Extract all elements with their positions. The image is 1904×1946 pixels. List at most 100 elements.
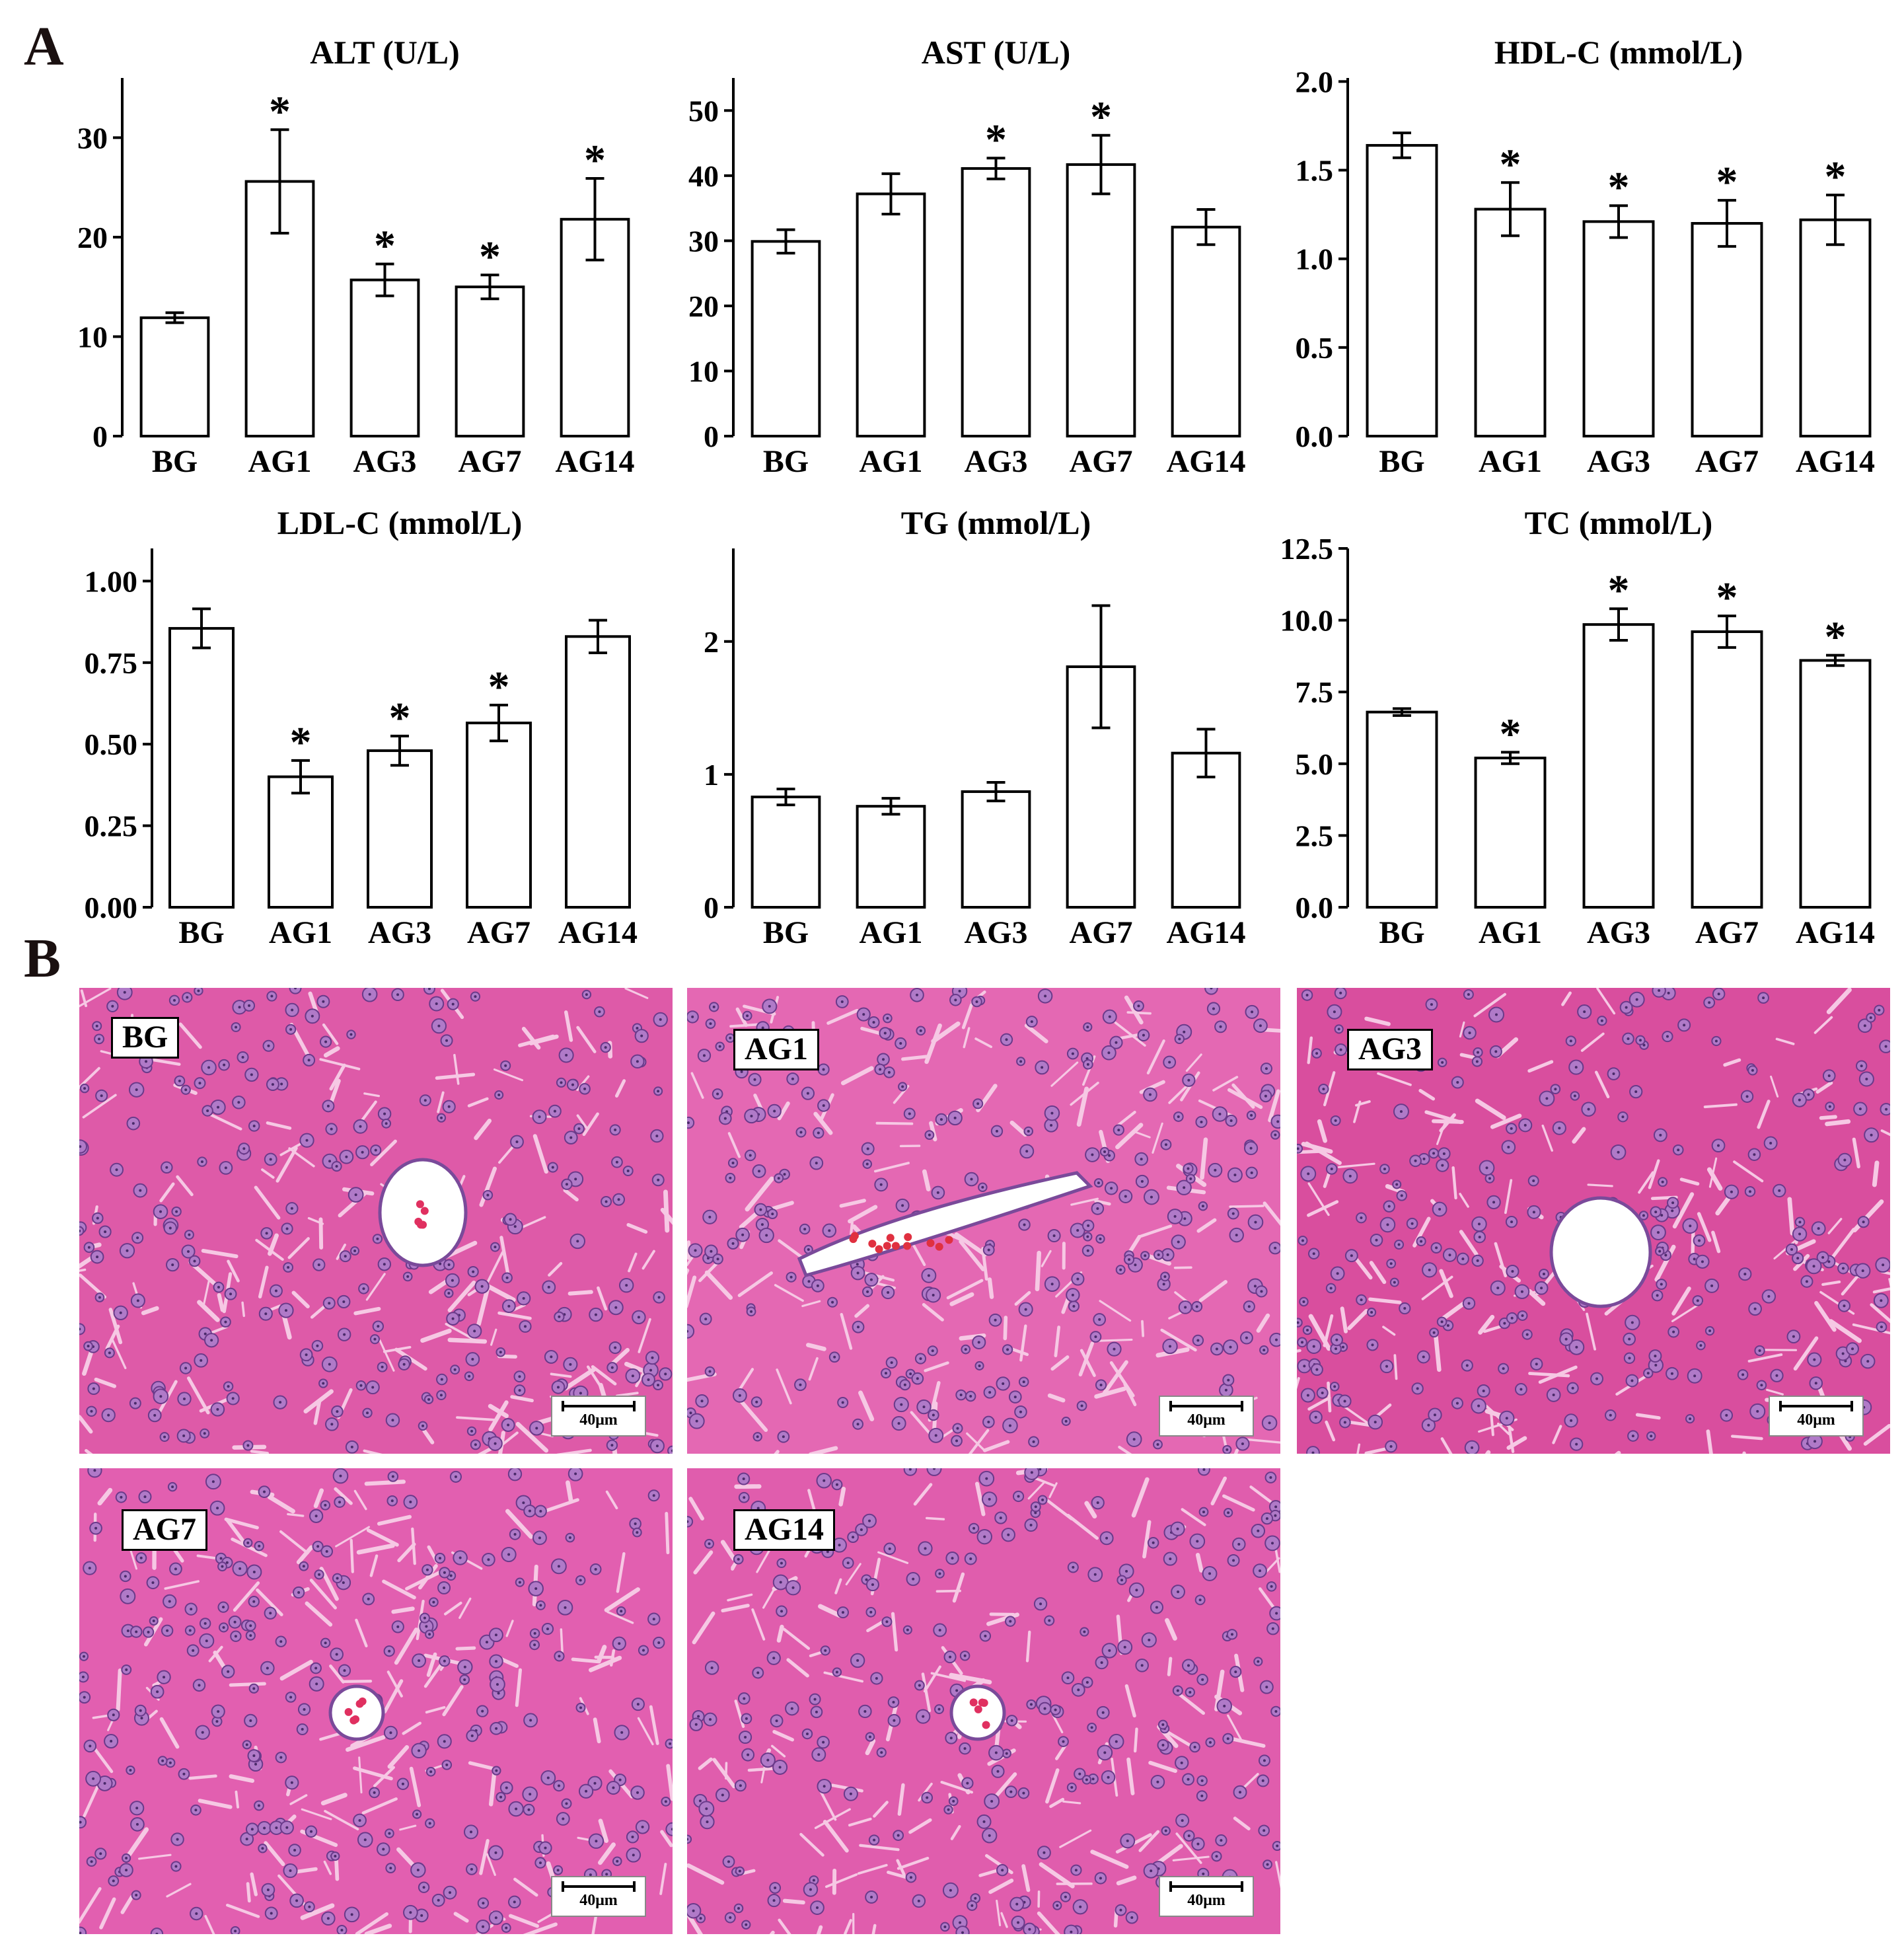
histology-image-ag1: AG1 40μm — [687, 988, 1280, 1454]
histology-image-ag3: AG3 40μm — [1297, 988, 1890, 1454]
bar — [565, 635, 631, 909]
x-tick-label: BG — [1379, 444, 1424, 479]
x-tick-label: AG3 — [1587, 915, 1650, 950]
bar — [1582, 220, 1655, 437]
significance-marker: * — [1825, 153, 1847, 201]
y-tick-label: 10.0 — [1280, 604, 1334, 638]
chart-title: HDL-C (mmol/L) — [1494, 34, 1743, 71]
significance-marker: * — [269, 87, 291, 135]
histology-label: AG7 — [122, 1509, 207, 1551]
y-tick-label: 30 — [688, 224, 719, 258]
x-tick-label: AG14 — [1796, 444, 1875, 479]
y-tick-label: 1.00 — [85, 564, 138, 598]
bar — [1366, 710, 1438, 909]
significance-marker: * — [1608, 163, 1630, 211]
y-tick-label: 1.0 — [1296, 243, 1334, 276]
bar — [751, 240, 821, 437]
scale-bar: 40μm — [551, 1396, 646, 1437]
y-tick-label: 7.5 — [1296, 675, 1334, 709]
scale-bar-label: 40μm — [579, 1892, 618, 1909]
scale-bar-label: 40μm — [579, 1411, 618, 1429]
scale-bar: 40μm — [1159, 1876, 1254, 1917]
x-tick-label: BG — [763, 915, 809, 950]
y-tick-label: 0.75 — [85, 646, 138, 680]
bar — [856, 805, 926, 909]
chart-title: LDL-C (mmol/L) — [277, 504, 523, 541]
bar — [455, 285, 525, 437]
y-tick-label: 1.5 — [1296, 154, 1334, 188]
scale-bar-label: 40μm — [1187, 1411, 1226, 1429]
y-tick-label: 10 — [688, 354, 719, 388]
bar — [1799, 659, 1872, 909]
significance-marker: * — [1716, 158, 1738, 206]
x-tick-label: AG3 — [353, 444, 417, 479]
bar — [1691, 630, 1763, 909]
histology-image-ag14: AG14 40μm — [687, 1468, 1280, 1934]
histology-label: AG3 — [1347, 1029, 1433, 1070]
y-tick-label: 0 — [92, 420, 108, 453]
y-tick-label: 0.0 — [1296, 420, 1334, 453]
y-tick-label: 30 — [77, 121, 108, 155]
y-tick-label: 0 — [704, 891, 719, 924]
bar — [139, 316, 210, 438]
x-tick-label: AG7 — [458, 444, 522, 479]
y-tick-label: 20 — [77, 221, 108, 254]
x-tick-label: BG — [763, 444, 809, 479]
scale-bar: 40μm — [551, 1876, 646, 1917]
x-tick-label: AG14 — [1167, 915, 1246, 950]
y-tick-label: 2.5 — [1296, 819, 1334, 852]
bar — [466, 722, 532, 909]
bar — [1474, 757, 1547, 909]
significance-marker: * — [1825, 613, 1847, 661]
panel-label-a: A — [24, 16, 64, 77]
y-tick-label: 0.50 — [85, 728, 138, 761]
significance-marker: * — [1090, 93, 1112, 141]
significance-marker: * — [1500, 140, 1521, 188]
x-tick-label: AG14 — [558, 915, 638, 950]
chart-title: AST (U/L) — [922, 34, 1071, 71]
histology-label: AG1 — [733, 1029, 819, 1070]
y-tick-label: 5.0 — [1296, 747, 1334, 781]
bar — [1799, 218, 1872, 437]
x-tick-label: AG1 — [860, 444, 923, 479]
y-tick-label: 20 — [688, 289, 719, 323]
x-tick-label: AG14 — [1796, 915, 1875, 950]
significance-marker: * — [985, 116, 1007, 164]
bar — [1066, 163, 1136, 437]
significance-marker: * — [290, 718, 312, 767]
y-tick-label: 10 — [77, 320, 108, 354]
bar — [367, 749, 433, 909]
significance-marker: * — [584, 136, 606, 184]
panel-label-b: B — [24, 928, 61, 989]
x-tick-label: AG1 — [1479, 444, 1542, 479]
y-tick-label: 0 — [704, 420, 719, 453]
y-tick-label: 0.5 — [1296, 331, 1334, 365]
scale-bar-label: 40μm — [1797, 1411, 1835, 1429]
bar — [961, 790, 1031, 909]
y-tick-label: 0.25 — [85, 809, 138, 843]
histology-label: BG — [111, 1017, 180, 1059]
significance-marker: * — [1500, 710, 1521, 758]
x-tick-label: AG7 — [1070, 444, 1133, 479]
bar — [1171, 225, 1241, 437]
y-tick-label: 50 — [688, 94, 719, 128]
y-tick-label: 2 — [704, 625, 719, 659]
x-tick-label: AG14 — [1167, 444, 1246, 479]
scale-bar: 40μm — [1159, 1396, 1254, 1437]
bar — [1582, 623, 1655, 909]
bar — [1691, 222, 1763, 437]
x-tick-label: AG7 — [1070, 915, 1133, 950]
x-tick-label: AG1 — [860, 915, 923, 950]
chart-title: ALT (U/L) — [310, 34, 459, 71]
x-tick-label: AG7 — [1695, 444, 1759, 479]
bar — [268, 775, 334, 909]
bar — [856, 192, 926, 437]
significance-marker: * — [1716, 574, 1738, 622]
significance-marker: * — [1608, 566, 1630, 615]
y-tick-label: 1 — [704, 758, 719, 792]
x-tick-label: AG3 — [368, 915, 431, 950]
significance-marker: * — [374, 222, 396, 270]
x-tick-label: BG — [1379, 915, 1424, 950]
histology-image-ag7: AG7 40μm — [79, 1468, 673, 1934]
